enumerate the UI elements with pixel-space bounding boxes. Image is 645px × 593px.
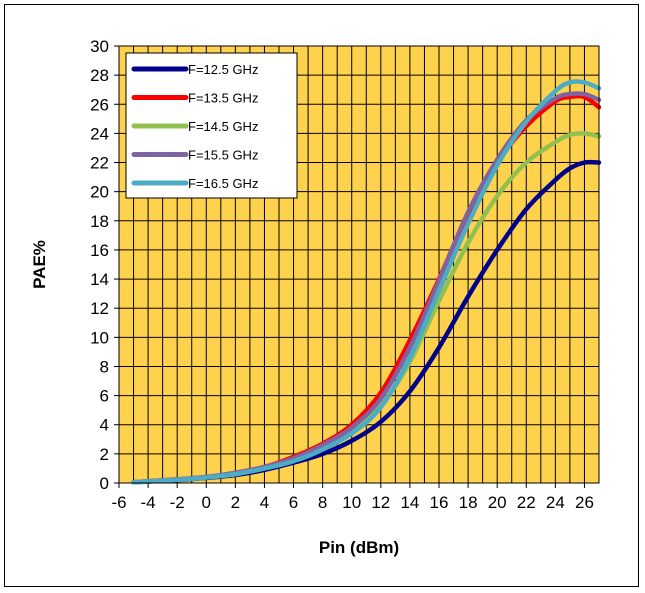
x-tick-label: 24 <box>546 493 565 512</box>
x-tick-label: 6 <box>289 493 298 512</box>
x-tick-label: 18 <box>459 493 478 512</box>
y-tick-label: 8 <box>100 357 109 376</box>
y-tick-label: 20 <box>90 183 109 202</box>
y-tick-label: 28 <box>90 66 109 85</box>
y-tick-label: 14 <box>90 270 109 289</box>
x-tick-label: 4 <box>260 493 269 512</box>
x-tick-label: 8 <box>318 493 327 512</box>
x-tick-label: -4 <box>141 493 156 512</box>
series-line-5 <box>131 79 602 485</box>
chart-frame: -6 -4 -2 0 2 4 6 8 10 12 14 16 18 20 22 24 26 0 2 4 6 8 10 12 1… <box>4 4 639 587</box>
y-tick-label: 18 <box>90 212 109 231</box>
x-tick-label: 2 <box>231 493 240 512</box>
x-tick-label: 0 <box>202 493 211 512</box>
x-axis-ticks: -6 -4 -2 0 2 4 6 8 10 12 14 16 18 20 22 24 26 <box>111 483 594 512</box>
x-tick-label: 12 <box>371 493 390 512</box>
legend: F=12.5 GHz F=13.5 GHz F=14.5 GHz F=15.5 GHz… <box>125 52 298 199</box>
legend-label: F=12.5 GHz <box>188 62 258 77</box>
y-tick-label: 16 <box>90 241 109 260</box>
x-axis-title: Pin (dBm) <box>319 538 399 557</box>
legend-label: F=16.5 GHz <box>188 176 258 191</box>
x-tick-label: 22 <box>517 493 536 512</box>
y-tick-label: 2 <box>100 445 109 464</box>
x-tick-label: 16 <box>430 493 449 512</box>
y-tick-label: 10 <box>90 328 109 347</box>
y-tick-label: 24 <box>90 124 109 143</box>
x-tick-label: 20 <box>488 493 507 512</box>
x-tick-label: 14 <box>400 493 419 512</box>
y-tick-label: 6 <box>100 387 109 406</box>
pae-vs-pin-chart: -6 -4 -2 0 2 4 6 8 10 12 14 16 18 20 22 24 26 0246810121… <box>30 37 602 557</box>
x-tick-label: -6 <box>111 493 126 512</box>
y-tick-label: 22 <box>90 154 109 173</box>
y-tick-label: 30 <box>90 37 109 56</box>
legend-label: F=15.5 GHz <box>188 148 258 163</box>
y-tick-label: 4 <box>100 416 109 435</box>
y-tick-label: 26 <box>90 95 109 114</box>
x-tick-label: 10 <box>342 493 361 512</box>
plot-border <box>118 45 600 484</box>
x-tick-label: 26 <box>575 493 594 512</box>
y-tick-label: 0 <box>100 474 109 493</box>
legend-label: F=14.5 GHz <box>188 119 258 134</box>
legend-label: F=13.5 GHz <box>188 91 258 106</box>
x-tick-label: -2 <box>170 493 185 512</box>
y-tick-label: 12 <box>90 299 109 318</box>
y-axis-title: PAE% <box>30 240 49 289</box>
series-lines <box>131 79 602 485</box>
